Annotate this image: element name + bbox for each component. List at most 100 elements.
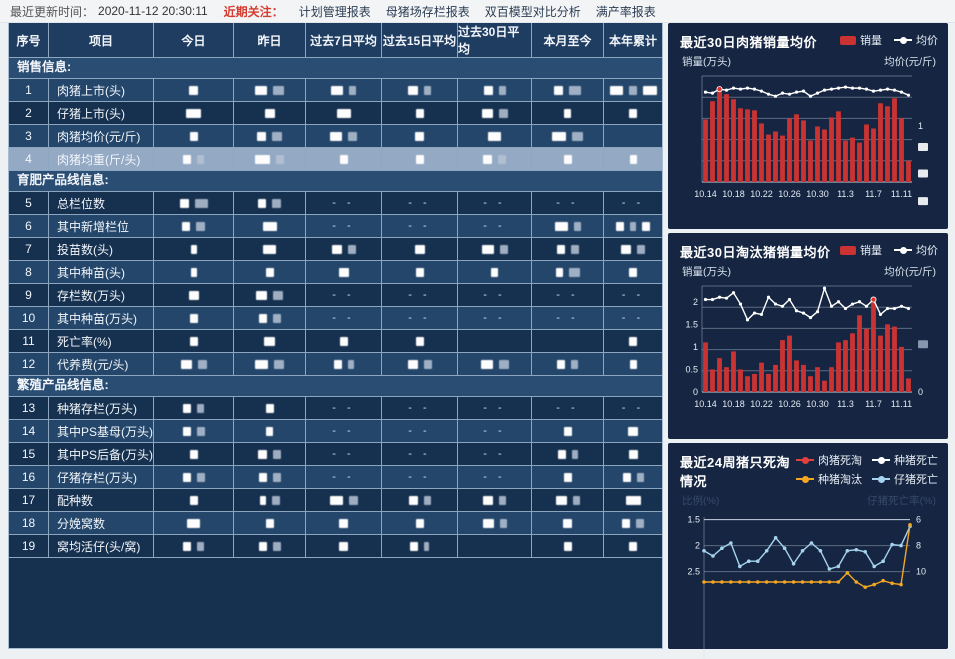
legend-item-sales[interactable]: 销量 <box>840 32 882 48</box>
value-cell <box>532 535 604 558</box>
nav-link-model-compare[interactable]: 双百模型对比分析 <box>484 4 581 19</box>
value-cell: - - <box>382 215 458 238</box>
row-index: 1 <box>9 79 49 102</box>
table-row[interactable]: 4 肉猪均重(斤/头) <box>9 148 662 171</box>
table-row[interactable]: 3 肉猪均价(元/斤) <box>9 125 662 148</box>
svg-text:11.7: 11.7 <box>865 189 882 199</box>
table-row[interactable]: 9 存栏数(万头) - - - - - - - - - - <box>9 284 662 307</box>
legend-item-pig-death-cull[interactable]: 肉猪死淘 <box>796 452 862 468</box>
redacted-value <box>258 541 267 551</box>
value-cell <box>532 420 604 443</box>
value-cell <box>604 215 662 238</box>
value-cell <box>234 535 306 558</box>
table-row[interactable]: 7 投苗数(头) <box>9 238 662 261</box>
row-index: 19 <box>9 535 49 558</box>
redacted-value <box>554 221 568 231</box>
svg-text:2: 2 <box>693 297 698 307</box>
legend-item-piglet-death[interactable]: 仔猪死亡 <box>872 471 938 487</box>
empty-value-dash: - - <box>483 425 506 437</box>
redacted-value <box>183 154 191 164</box>
table-row[interactable]: 19 窝均活仔(头/窝) <box>9 535 662 558</box>
redacted-value <box>187 518 200 528</box>
row-label: 其中PS基母(万头) <box>49 420 154 443</box>
redacted-value <box>255 154 270 164</box>
redacted-value <box>273 449 281 459</box>
row-label: 投苗数(头) <box>49 238 154 261</box>
updated-time-value: 2020-11-12 20:30:11 <box>98 4 208 18</box>
y-axis-label-left: 销量(万头) <box>682 56 731 68</box>
redacted-value <box>622 518 630 528</box>
table-row[interactable]: 16 仔猪存栏(万头) - - - - - - <box>9 466 662 489</box>
nav-link-sow-farm-report[interactable]: 母猪场存栏报表 <box>385 4 470 19</box>
redacted-value <box>258 449 267 459</box>
legend-item-avg-price[interactable]: 均价 <box>894 32 938 48</box>
legend-item-breeder-cull[interactable]: 种猪淘汰 <box>796 471 862 487</box>
table-row[interactable]: 12 代养费(元/头) <box>9 353 662 376</box>
table-row[interactable]: 17 配种数 <box>9 489 662 512</box>
redacted-value <box>554 85 563 95</box>
value-cell <box>306 102 382 125</box>
table-row[interactable]: 14 其中PS基母(万头) - - - - - - <box>9 420 662 443</box>
redacted-value <box>331 85 343 95</box>
table-row[interactable]: 10 其中种苗(万头) - - - - - - - - - - <box>9 307 662 330</box>
value-cell: - - <box>306 284 382 307</box>
value-cell <box>306 353 382 376</box>
value-cell: - - <box>458 192 532 215</box>
value-cell <box>154 466 234 489</box>
value-cell <box>382 535 458 558</box>
value-cell <box>306 125 382 148</box>
row-label: 肉猪均重(斤/头) <box>49 148 154 171</box>
row-index: 9 <box>9 284 49 307</box>
redacted-value <box>629 267 637 277</box>
row-label: 总栏位数 <box>49 192 154 215</box>
value-cell: - - <box>458 443 532 466</box>
nav-link-plan-report[interactable]: 计划管理报表 <box>298 4 371 19</box>
empty-value-dash: - - <box>332 448 355 460</box>
table-row[interactable]: 5 总栏位数 - - - - - - - - - - <box>9 192 662 215</box>
value-cell: - - <box>458 420 532 443</box>
table-row[interactable]: 18 分娩窝数 <box>9 512 662 535</box>
bar-swatch-icon <box>840 35 856 45</box>
row-index: 12 <box>9 353 49 376</box>
redacted-value <box>273 85 284 95</box>
value-cell <box>154 102 234 125</box>
value-cell <box>532 102 604 125</box>
redacted-value <box>556 244 565 254</box>
redacted-value <box>415 131 424 141</box>
redacted-value <box>182 221 190 231</box>
table-row[interactable]: 15 其中PS后备(万头) - - - - - - <box>9 443 662 466</box>
row-index: 7 <box>9 238 49 261</box>
empty-value-dash: - - <box>332 289 355 301</box>
empty-value-dash: - - <box>556 289 579 301</box>
table-row[interactable]: 13 种猪存栏(万头) - - - - - - - - - - <box>9 397 662 420</box>
row-index: 3 <box>9 125 49 148</box>
value-cell <box>604 148 662 171</box>
column-header: 昨日 <box>234 23 306 58</box>
table-row[interactable]: 2 仔猪上市(头) <box>9 102 662 125</box>
value-cell: - - <box>604 307 662 330</box>
value-cell <box>458 353 532 376</box>
redacted-value <box>183 541 191 551</box>
value-cell <box>532 330 604 353</box>
value-cell <box>234 420 306 443</box>
empty-value-dash: - - <box>556 402 579 414</box>
table-row[interactable]: 6 其中新增栏位 - - - - - - <box>9 215 662 238</box>
redacted-value <box>258 313 267 323</box>
empty-value-dash: - - <box>483 289 506 301</box>
table-row[interactable]: 8 其中种苗(头) <box>9 261 662 284</box>
table-row[interactable]: 11 死亡率(%) <box>9 330 662 353</box>
value-cell <box>234 79 306 102</box>
table-row[interactable]: 1 肉猪上市(头) <box>9 79 662 102</box>
redacted-value <box>189 495 198 505</box>
redacted-value <box>190 267 197 277</box>
legend-item-breeder-death[interactable]: 种猪死亡 <box>872 452 938 468</box>
redacted-value <box>499 244 508 254</box>
nav-link-capacity-report[interactable]: 满产率报表 <box>595 4 656 19</box>
redacted-value <box>349 85 356 95</box>
legend-item-sales[interactable]: 销量 <box>840 242 882 258</box>
svg-text:6: 6 <box>916 515 921 525</box>
redacted-value <box>256 290 267 300</box>
legend-item-avg-price[interactable]: 均价 <box>894 242 938 258</box>
redacted-value <box>629 336 637 346</box>
value-cell: - - <box>382 307 458 330</box>
